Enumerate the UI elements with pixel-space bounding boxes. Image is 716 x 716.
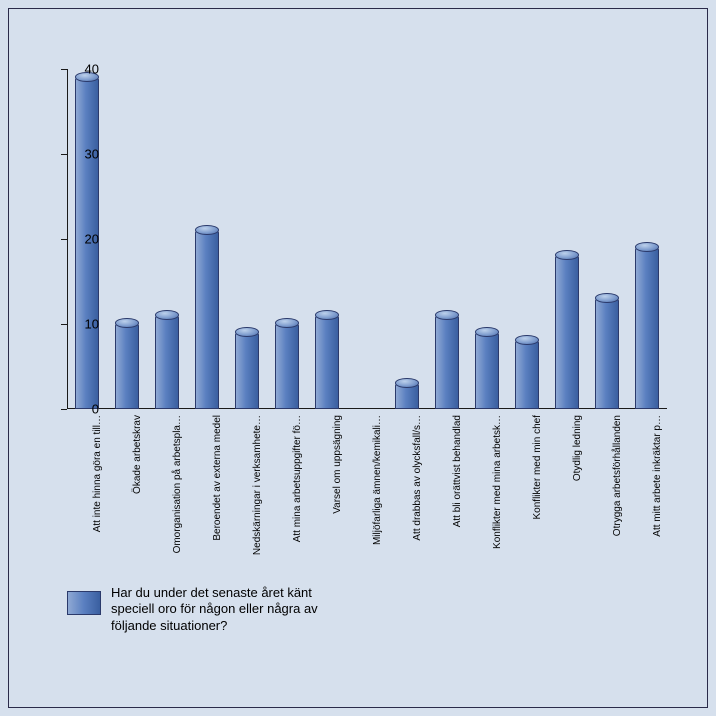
bar bbox=[395, 384, 420, 410]
x-label: Otydlig ledning bbox=[572, 415, 583, 565]
bar bbox=[115, 324, 140, 409]
x-label: Konflikter med min chef bbox=[532, 415, 543, 565]
x-label: Att inte hinna göra en till… bbox=[92, 415, 103, 565]
bar bbox=[155, 316, 180, 410]
x-label: Konflikter med mina arbetsk… bbox=[492, 415, 503, 565]
chart-frame: 010203040 Att inte hinna göra en till…Ök… bbox=[8, 8, 708, 708]
legend: Har du under det senaste året känt speci… bbox=[67, 585, 351, 634]
x-label: Omorganisation på arbetspla… bbox=[172, 415, 183, 565]
bar bbox=[595, 299, 620, 410]
bar bbox=[635, 248, 660, 410]
x-label: Att mina arbetsuppgifter fö… bbox=[292, 415, 303, 565]
x-label: Att mitt arbete inkräktar p… bbox=[652, 415, 663, 565]
bars-container bbox=[67, 69, 667, 409]
legend-swatch bbox=[67, 591, 101, 615]
ytick-label: 20 bbox=[59, 232, 99, 247]
ytick-label: 30 bbox=[59, 147, 99, 162]
bar bbox=[275, 324, 300, 409]
bar bbox=[235, 333, 260, 410]
x-label: Nedskärningar i verksamhete… bbox=[252, 415, 263, 565]
x-label: Beroendet av externa medel bbox=[212, 415, 223, 565]
x-label: Miljöfarliga ämnen/kemikali… bbox=[372, 415, 383, 565]
ytick-label: 10 bbox=[59, 317, 99, 332]
x-label: Varsel om uppsägning bbox=[332, 415, 343, 565]
ytick-label: 40 bbox=[59, 62, 99, 77]
bar bbox=[475, 333, 500, 410]
bar bbox=[195, 231, 220, 410]
x-label: Att bli orättvist behandlad bbox=[452, 415, 463, 565]
bar bbox=[555, 256, 580, 409]
bar bbox=[435, 316, 460, 410]
x-label: Ökade arbetskrav bbox=[132, 415, 143, 565]
x-label: Otrygga arbetsförhållanden bbox=[612, 415, 623, 565]
plot-area bbox=[67, 69, 667, 409]
bar bbox=[515, 341, 540, 409]
x-label: Att drabbas av olycksfall/s… bbox=[412, 415, 423, 565]
legend-text: Har du under det senaste året känt speci… bbox=[111, 585, 351, 634]
bar bbox=[315, 316, 340, 410]
